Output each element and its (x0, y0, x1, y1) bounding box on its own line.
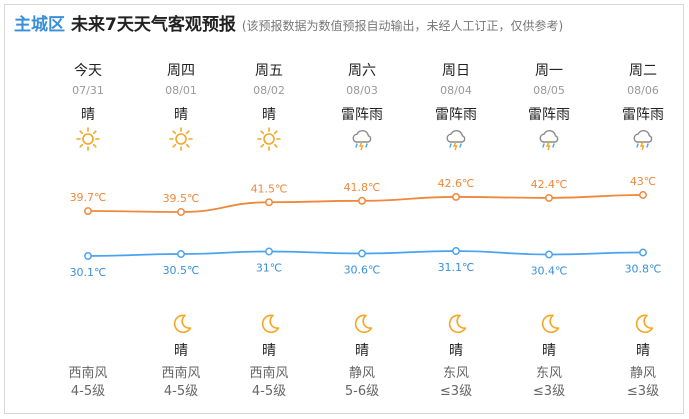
high-temp-point (358, 196, 366, 205)
high-temp-point (545, 193, 553, 202)
day-name: 周日 (442, 63, 470, 79)
high-temp-label: 42.6℃ (438, 177, 475, 190)
high-temp-label: 42.4℃ (531, 178, 568, 191)
day-date: 08/03 (346, 84, 378, 97)
wind-direction: 西南风 (249, 366, 289, 381)
day-weather: 雷阵雨 (435, 107, 477, 123)
high-temp-label: 41.8℃ (344, 181, 381, 194)
wind-level: 4-5级 (163, 384, 199, 399)
high-temp-label: 39.5℃ (163, 192, 200, 205)
day-name: 周一 (535, 63, 563, 79)
forecast-title: 未来7天天气客观预报 (71, 15, 236, 35)
day-weather: 雷阵雨 (528, 107, 570, 123)
day-weather: 晴 (262, 107, 276, 123)
low-temp-label: 31℃ (256, 262, 282, 275)
low-temp-point (265, 247, 273, 256)
wind-direction: 西南风 (68, 366, 108, 381)
night-weather: 晴 (174, 343, 188, 359)
wind-level: 5-6级 (344, 384, 380, 399)
low-temp-label: 30.5℃ (163, 264, 200, 277)
day-date: 08/05 (533, 84, 565, 97)
wind-level: 4-5级 (251, 384, 287, 399)
day-name: 周二 (629, 63, 657, 79)
day-weather: 晴 (81, 107, 95, 123)
moon-icon (171, 313, 193, 335)
wind-direction: 东风 (535, 366, 562, 381)
forecast-disclaimer: (该预报数据为数值预报自动输出，未经人工订正，仅供参考) (241, 19, 564, 33)
moon-icon (539, 313, 561, 335)
day-date: 08/04 (440, 84, 472, 97)
night-weather: 晴 (262, 343, 276, 359)
day-date: 07/31 (72, 84, 104, 97)
high-temp-point (84, 207, 92, 215)
low-temp-point (177, 250, 185, 258)
moon-icon (352, 313, 374, 335)
sun-icon (256, 126, 282, 152)
night-weather: 晴 (636, 343, 650, 359)
wind-level: ≤3级 (439, 384, 473, 399)
sun-icon (168, 126, 194, 152)
day-date: 08/06 (627, 84, 659, 97)
moon-icon (633, 313, 655, 335)
day-name: 周五 (255, 63, 283, 79)
high-temp-label: 39.7℃ (70, 191, 107, 204)
high-temp-point (452, 192, 460, 201)
wind-level: ≤3级 (532, 384, 566, 399)
sun-icon (75, 126, 101, 152)
forecast-header: 主城区 未来7天天气客观预报 (该预报数据为数值预报自动输出，未经人工订正，仅供参考… (14, 10, 563, 35)
low-temp-point (639, 248, 647, 257)
moon-icon (446, 313, 468, 335)
low-temp-label: 31.1℃ (438, 261, 475, 274)
low-temp-label: 30.4℃ (531, 265, 568, 278)
forecast-panel (4, 4, 684, 414)
thunderstorm-icon (630, 126, 656, 152)
day-name: 周六 (348, 63, 376, 79)
thunderstorm-icon (536, 126, 562, 152)
thunderstorm-icon (443, 126, 469, 152)
wind-direction: 静风 (629, 366, 656, 381)
high-temp-point (265, 198, 273, 207)
low-temp-label: 30.8℃ (625, 263, 662, 276)
wind-level: ≤3级 (626, 384, 660, 399)
low-temp-point (84, 252, 92, 260)
high-temp-point (639, 191, 647, 199)
day-name: 周四 (167, 63, 195, 79)
day-date: 08/02 (253, 84, 285, 97)
low-temp-point (452, 247, 460, 255)
high-temp-point (177, 208, 185, 216)
day-name: 今天 (74, 63, 102, 79)
low-temp-point (545, 250, 553, 259)
night-weather: 晴 (542, 343, 556, 359)
day-weather: 晴 (174, 107, 188, 123)
wind-direction: 西南风 (161, 366, 201, 381)
day-date: 08/01 (165, 84, 197, 97)
day-weather: 雷阵雨 (622, 107, 664, 123)
night-weather: 晴 (449, 343, 463, 359)
wind-direction: 静风 (348, 366, 375, 381)
moon-icon (259, 313, 281, 335)
night-weather: 晴 (355, 343, 369, 359)
high-temp-label: 41.5℃ (251, 182, 288, 195)
low-temp-point (358, 249, 366, 258)
day-weather: 雷阵雨 (341, 107, 383, 123)
low-temp-label: 30.6℃ (344, 264, 381, 277)
district-name[interactable]: 主城区 (14, 15, 65, 35)
high-temp-label: 43℃ (630, 175, 656, 188)
thunderstorm-icon (349, 126, 375, 152)
wind-direction: 东风 (442, 366, 469, 381)
wind-level: 4-5级 (70, 384, 106, 399)
low-temp-label: 30.1℃ (70, 266, 107, 279)
